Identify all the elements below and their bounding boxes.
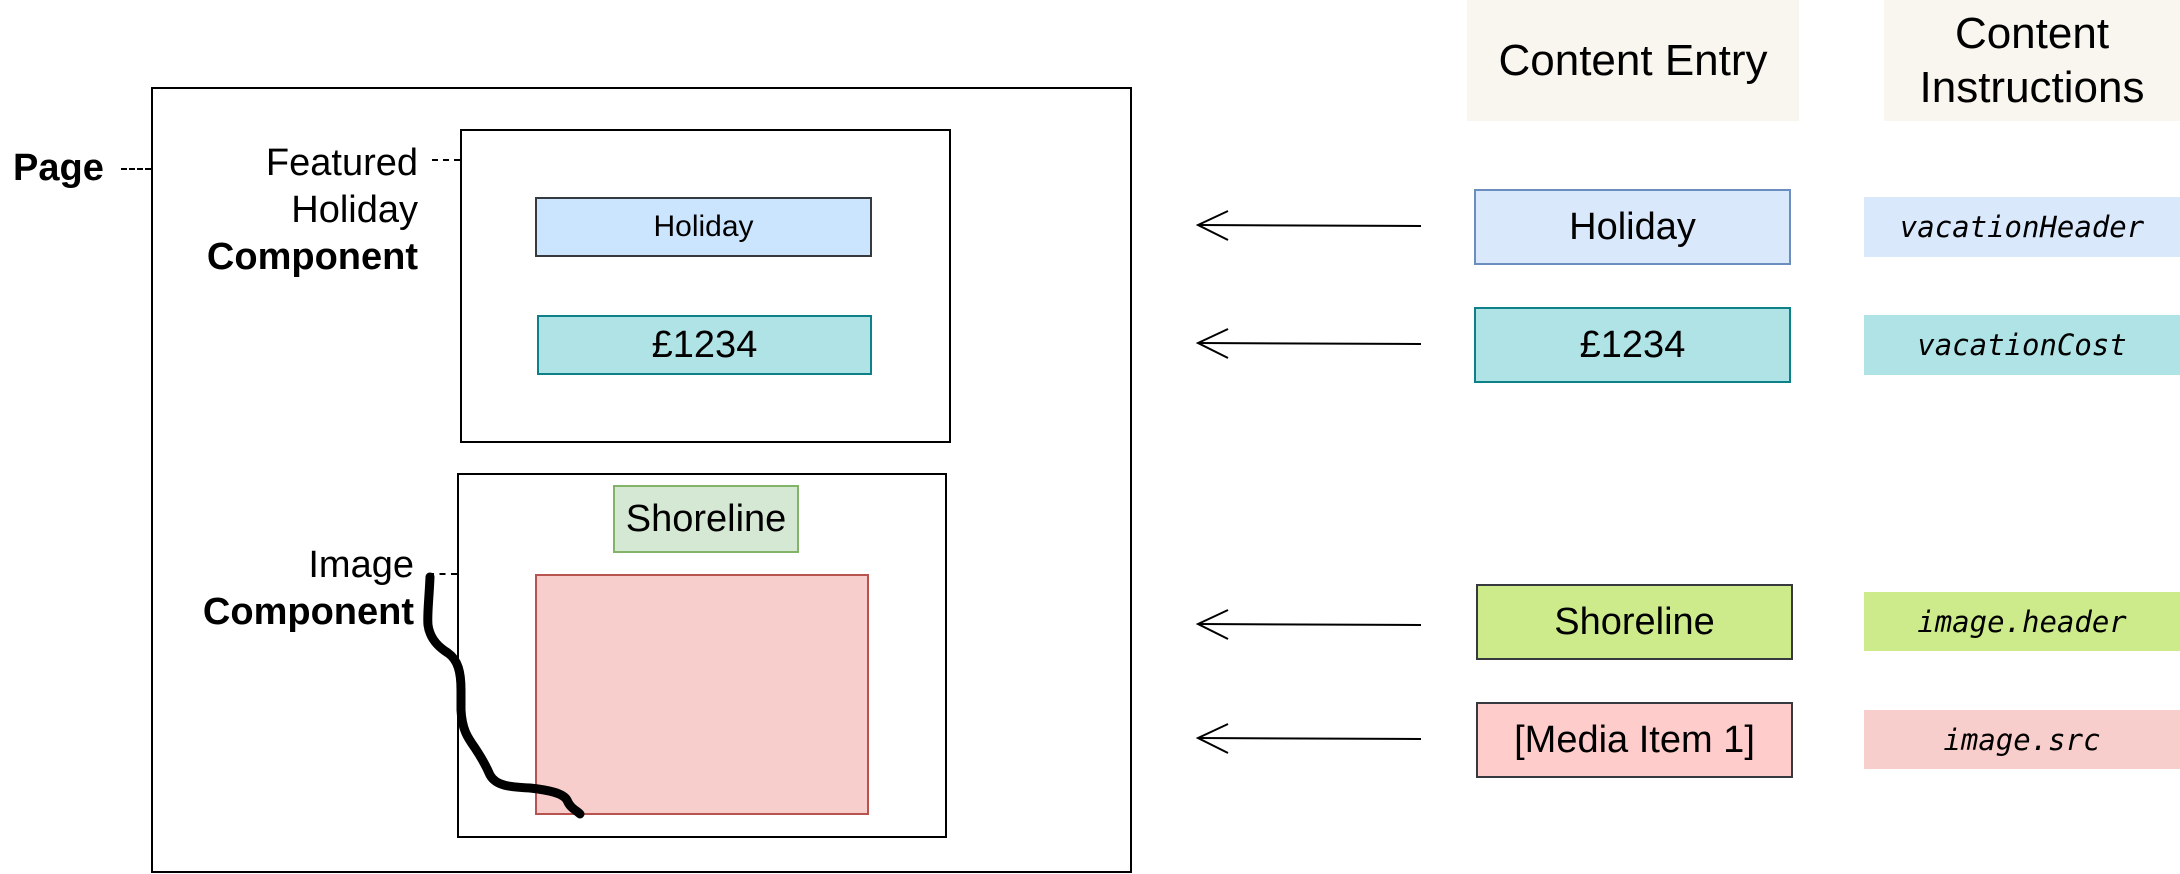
featured-label-line1: Featured — [265, 142, 418, 184]
content-entry-header: Content Entry — [1467, 0, 1799, 121]
featured-holiday-component — [460, 129, 951, 443]
image-dashed-connector — [428, 573, 457, 575]
entry-holiday: Holiday — [1474, 189, 1791, 265]
content-instructions-line2: Instructions — [1919, 62, 2145, 112]
image-header-field: Shoreline — [613, 485, 799, 553]
page-dashed-connector — [121, 168, 151, 170]
image-label-line2: Component — [202, 591, 414, 633]
arrow-left-icon — [1195, 210, 1422, 241]
featured-dashed-connector — [432, 159, 460, 161]
holiday-header-field: Holiday — [535, 197, 872, 257]
instruction-vacation-header: vacationHeader — [1864, 197, 2180, 257]
content-instructions-header: Content Instructions — [1884, 0, 2180, 121]
featured-label-line3: Component — [206, 236, 418, 278]
entry-cost: £1234 — [1474, 307, 1791, 383]
page-label: Page — [13, 147, 104, 189]
arrow-left-icon — [1195, 609, 1422, 640]
image-component-label: Image Component — [160, 542, 414, 636]
instruction-vacation-cost: vacationCost — [1864, 315, 2180, 375]
image-label-line1: Image — [308, 544, 414, 586]
arrow-left-icon — [1195, 723, 1422, 754]
content-instructions-line1: Content — [1954, 8, 2110, 58]
entry-media-item: [Media Item 1] — [1476, 702, 1793, 778]
entry-shoreline: Shoreline — [1476, 584, 1793, 660]
holiday-cost-field: £1234 — [537, 315, 872, 375]
arrow-left-icon — [1195, 328, 1422, 359]
instruction-image-header: image.header — [1864, 592, 2180, 651]
shoreline-sketch-icon — [423, 572, 585, 819]
featured-label-line2: Holiday — [291, 189, 418, 231]
image-placeholder — [535, 574, 869, 815]
featured-holiday-component-label: Featured Holiday Component — [160, 140, 418, 281]
instruction-image-src: image.src — [1864, 710, 2180, 769]
